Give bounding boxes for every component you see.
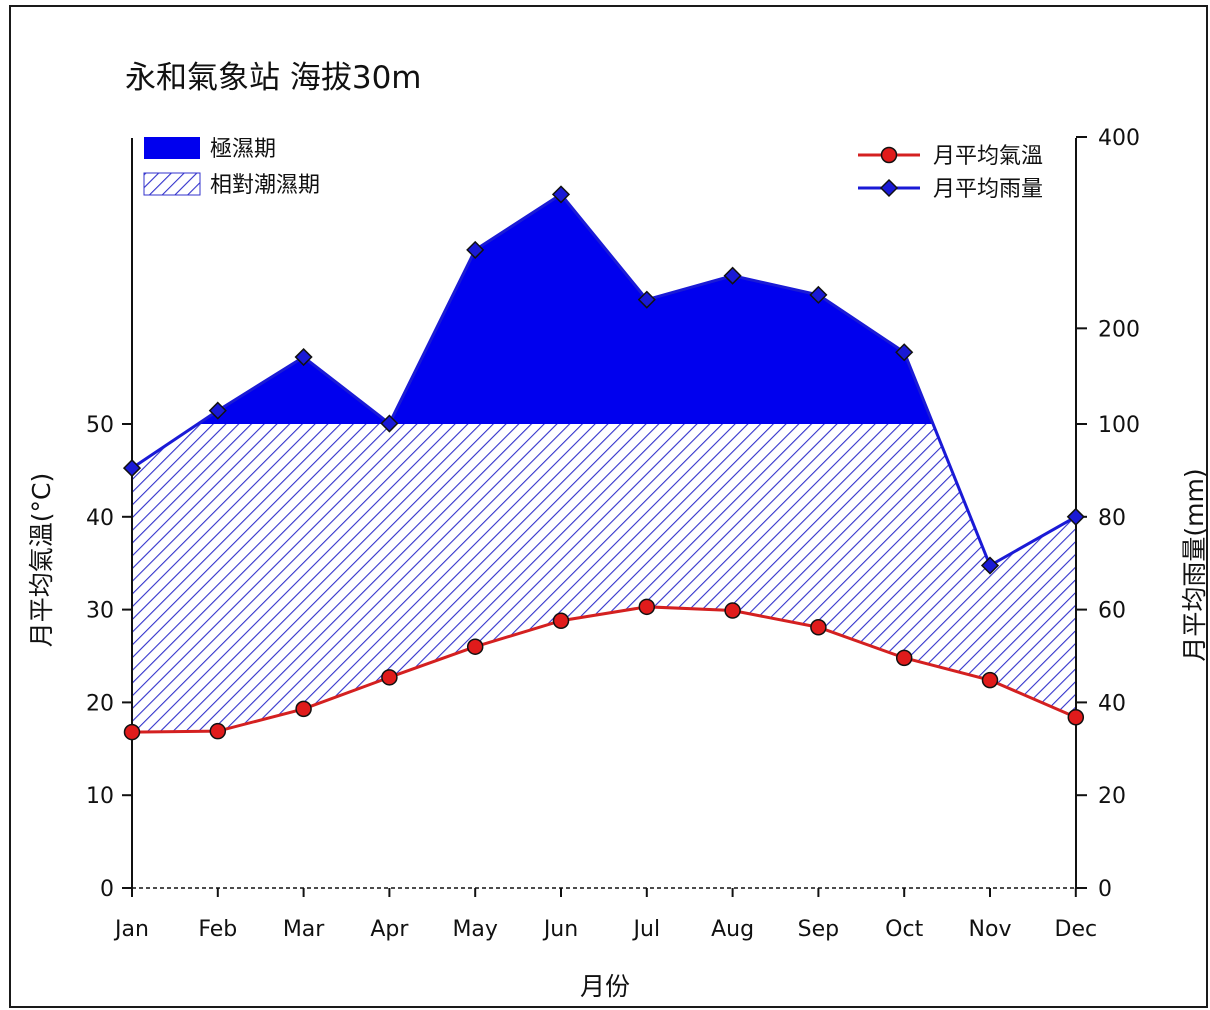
temperature-point-may <box>466 638 484 655</box>
tick-label-x: Jul <box>632 917 661 942</box>
tick-label-left: 50 <box>86 413 114 438</box>
rainfall-point-dec <box>1066 507 1085 526</box>
perhumid-area <box>132 194 1076 424</box>
tick-label-left: 40 <box>86 506 114 531</box>
tick-label-right: 60 <box>1098 599 1126 624</box>
series-lines <box>131 192 1077 734</box>
legend-label-humid: 相對潮濕期 <box>210 173 320 198</box>
x-axis-title: 月份 <box>580 972 630 1001</box>
legend-label-rain: 月平均雨量 <box>933 177 1043 202</box>
tick-label-right: 400 <box>1098 126 1140 151</box>
tick-label-left: 10 <box>86 784 114 809</box>
tick-label-x: Sep <box>798 917 839 942</box>
tick-label-right: 80 <box>1098 506 1126 531</box>
tick-label-left: 30 <box>86 599 114 624</box>
temperature-point-apr <box>381 669 398 686</box>
rainfall-point-jul <box>637 290 656 309</box>
legend-swatch-solid <box>144 137 200 159</box>
tick-label-right: 0 <box>1098 877 1112 902</box>
temperature-point-dec <box>1067 708 1085 726</box>
humid-area <box>132 424 1076 733</box>
rainfall-point-jan <box>122 459 142 478</box>
tick-label-x: Feb <box>198 917 237 942</box>
tick-label-x: Jun <box>542 917 578 942</box>
rainfall-point-jun <box>551 185 571 204</box>
y-axis-left-title: 月平均氣溫(°C) <box>27 473 56 647</box>
rainfall-point-apr <box>380 414 399 433</box>
tick-label-x: May <box>452 917 497 942</box>
chart-title: 永和氣象站 海拔30m <box>125 60 422 96</box>
legend-label-temp: 月平均氣溫 <box>933 144 1043 169</box>
legend-left: 極濕期 相對潮濕期 <box>143 137 320 198</box>
tick-label-x: Oct <box>885 917 923 942</box>
tick-label-x: Jan <box>113 917 149 942</box>
tick-label-left: 0 <box>100 877 114 902</box>
legend-marker-temp <box>880 146 898 164</box>
rainfall-point-mar <box>294 347 313 367</box>
temperature-point-feb <box>209 722 227 740</box>
plot-area <box>132 194 1076 733</box>
legend-marker-rain <box>879 178 899 198</box>
tick-label-right: 100 <box>1098 413 1140 438</box>
legend-label-wet: 極濕期 <box>210 137 276 162</box>
rainfall-point-feb <box>208 401 227 420</box>
rainfall-point-oct <box>895 343 914 362</box>
legend-right: 月平均氣溫 月平均雨量 <box>858 144 1043 202</box>
temperature-point-oct <box>895 649 913 667</box>
tick-label-left: 20 <box>86 691 114 716</box>
temperature-point-jul <box>638 598 656 616</box>
temperature-point-sep <box>810 618 827 636</box>
rainfall-point-sep <box>809 285 828 304</box>
tick-label-x: Apr <box>370 917 409 942</box>
temperature-point-mar <box>295 700 312 718</box>
tick-label-x: Nov <box>969 917 1012 942</box>
rainfall-point-nov <box>980 556 1000 575</box>
temperature-point-aug <box>724 602 741 619</box>
tick-label-x: Dec <box>1055 917 1098 942</box>
tick-label-x: Mar <box>283 917 325 942</box>
tick-label-right: 200 <box>1098 317 1140 342</box>
legend-swatch-hatched <box>143 172 201 196</box>
tick-label-right: 40 <box>1098 691 1126 716</box>
temperature-point-jan <box>123 723 141 741</box>
tick-label-right: 20 <box>1098 784 1126 809</box>
tick-label-x: Aug <box>711 917 754 942</box>
rainfall-line <box>131 192 1077 568</box>
temperature-line <box>131 605 1077 734</box>
temperature-point-jun <box>552 612 570 629</box>
rainfall-point-may <box>466 240 485 259</box>
rainfall-point-aug <box>723 266 742 285</box>
tick-labels: 0 10 20 30 40 50 0 20 40 60 80 100 200 400 Jan Feb Mar Ap… <box>86 126 1140 942</box>
series-markers <box>122 185 1085 741</box>
y-axis-right-title: 月平均雨量(mm) <box>1180 468 1209 661</box>
temperature-point-nov <box>981 671 999 689</box>
